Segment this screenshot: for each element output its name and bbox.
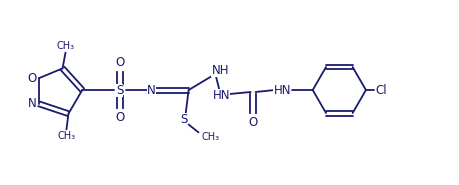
Text: O: O bbox=[115, 111, 124, 124]
Text: S: S bbox=[116, 84, 123, 97]
Text: O: O bbox=[248, 116, 257, 129]
Text: CH₃: CH₃ bbox=[57, 131, 76, 141]
Text: O: O bbox=[28, 72, 37, 85]
Text: HN: HN bbox=[213, 89, 230, 102]
Text: CH₃: CH₃ bbox=[56, 41, 74, 51]
Text: NH: NH bbox=[212, 64, 229, 77]
Text: N: N bbox=[147, 84, 156, 97]
Text: O: O bbox=[115, 56, 124, 69]
Text: S: S bbox=[180, 113, 187, 126]
Text: Cl: Cl bbox=[376, 84, 387, 97]
Text: N: N bbox=[28, 97, 36, 110]
Text: CH₃: CH₃ bbox=[201, 132, 219, 142]
Text: HN: HN bbox=[274, 84, 291, 97]
